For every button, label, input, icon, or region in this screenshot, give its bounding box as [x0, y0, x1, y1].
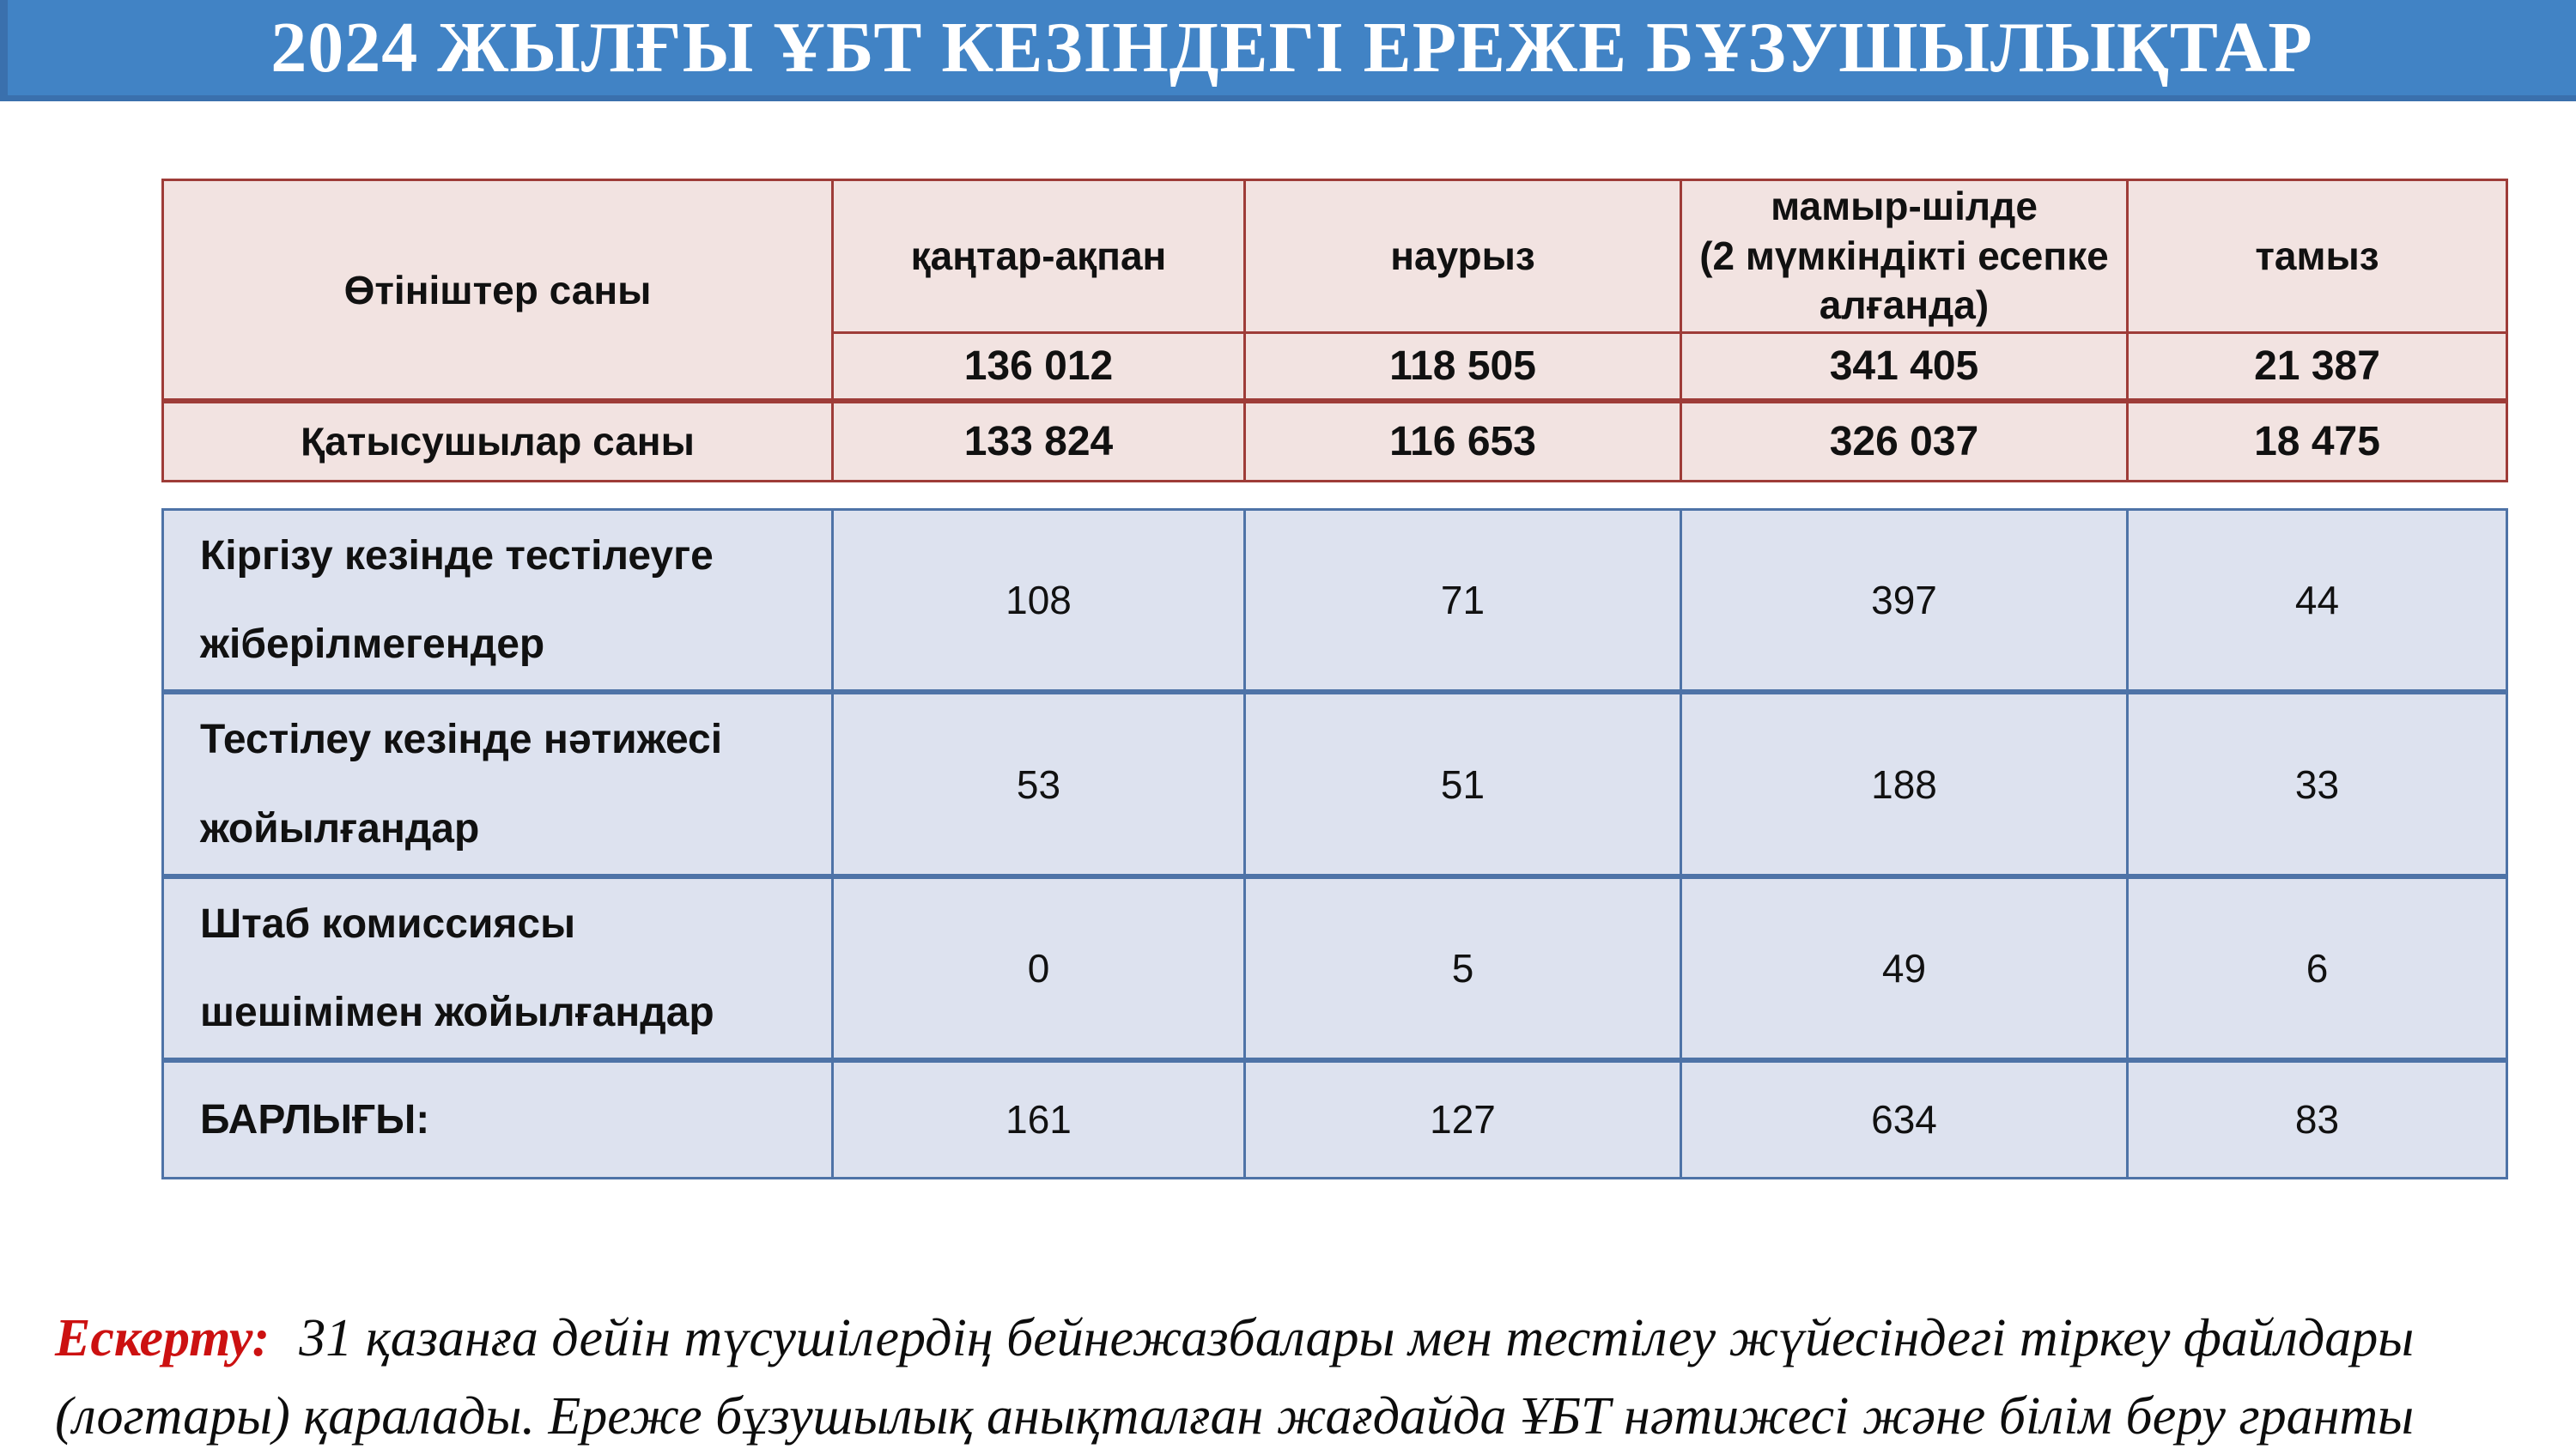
- applications-value: 341 405: [1680, 330, 2129, 403]
- value-cell: 0: [831, 873, 1246, 1062]
- value-cell: 127: [1243, 1058, 1682, 1179]
- value-cell: 33: [2126, 689, 2508, 878]
- participants-row-label: Қатысушылар саны: [161, 398, 834, 482]
- violations-table: Кіргізу кезінде тестілеуге жіберілмегенд…: [161, 508, 2508, 1179]
- row-label: Тестілеу кезінде нәтижесі жойылғандар: [161, 689, 834, 878]
- value-cell: 634: [1680, 1058, 2129, 1179]
- footnote-text: 31 қазанға дейін түсушілердің бейнежазба…: [55, 1309, 2415, 1446]
- column-header-august: тамыз: [2126, 179, 2508, 334]
- row-label: Кіргізу кезінде тестілеуге жіберілмегенд…: [161, 508, 834, 694]
- value-cell: 49: [1680, 873, 2129, 1062]
- value-cell: 83: [2126, 1058, 2508, 1179]
- participants-value: 116 653: [1243, 398, 1682, 482]
- page-title: 2024 ЖЫЛҒЫ ҰБТ КЕЗІНДЕГІ ЕРЕЖЕ БҰЗУШЫЛЫҚ…: [270, 8, 2313, 88]
- footnote-label: Ескерту:: [55, 1309, 270, 1367]
- value-cell: 71: [1243, 508, 1682, 694]
- applications-values-row: 136 012 118 505 341 405 21 387: [163, 330, 2508, 403]
- participants-value: 18 475: [2126, 398, 2508, 482]
- column-header-jan-feb: қаңтар-ақпан: [831, 179, 1246, 334]
- applications-header-row: Өтініштер саны қаңтар-ақпан наурыз мамыр…: [161, 179, 2508, 403]
- title-bar: 2024 ЖЫЛҒЫ ҰБТ КЕЗІНДЕГІ ЕРЕЖЕ БҰЗУШЫЛЫҚ…: [0, 0, 2576, 101]
- participants-value: 133 824: [831, 398, 1246, 482]
- value-cell: 108: [831, 508, 1246, 694]
- table-row-total: БАРЛЫҒЫ: 161 127 634 83: [161, 1058, 2508, 1179]
- value-cell: 51: [1243, 689, 1682, 878]
- participants-row: Қатысушылар саны 133 824 116 653 326 037…: [161, 398, 2508, 482]
- row-label-total: БАРЛЫҒЫ:: [161, 1058, 834, 1179]
- applications-value: 136 012: [831, 330, 1246, 403]
- footnote: Ескерту: 31 қазанға дейін түсушілердің бе…: [55, 1300, 2541, 1449]
- value-cell: 6: [2126, 873, 2508, 1062]
- value-cell: 188: [1680, 689, 2129, 878]
- column-header-may-july: мамыр-шілде (2 мүмкіндікті есепке алғанд…: [1680, 179, 2129, 334]
- applications-value: 21 387: [2126, 330, 2508, 403]
- table-row-not-admitted: Кіргізу кезінде тестілеуге жіберілмегенд…: [161, 508, 2508, 694]
- value-cell: 5: [1243, 873, 1682, 1062]
- value-cell: 397: [1680, 508, 2129, 694]
- value-cell: 53: [831, 689, 1246, 878]
- applications-table: Өтініштер саны қаңтар-ақпан наурыз мамыр…: [161, 179, 2508, 482]
- applications-row-header: Өтініштер саны: [161, 179, 834, 403]
- applications-value: 118 505: [1243, 330, 1682, 403]
- value-cell: 44: [2126, 508, 2508, 694]
- participants-value: 326 037: [1680, 398, 2129, 482]
- row-label: Штаб комиссиясы шешімімен жойылғандар: [161, 873, 834, 1062]
- table-row-annulled-by-commission: Штаб комиссиясы шешімімен жойылғандар 0 …: [161, 873, 2508, 1062]
- value-cell: 161: [831, 1058, 1246, 1179]
- column-header-march: наурыз: [1243, 179, 1682, 334]
- table-row-annulled-during-testing: Тестілеу кезінде нәтижесі жойылғандар 53…: [161, 689, 2508, 878]
